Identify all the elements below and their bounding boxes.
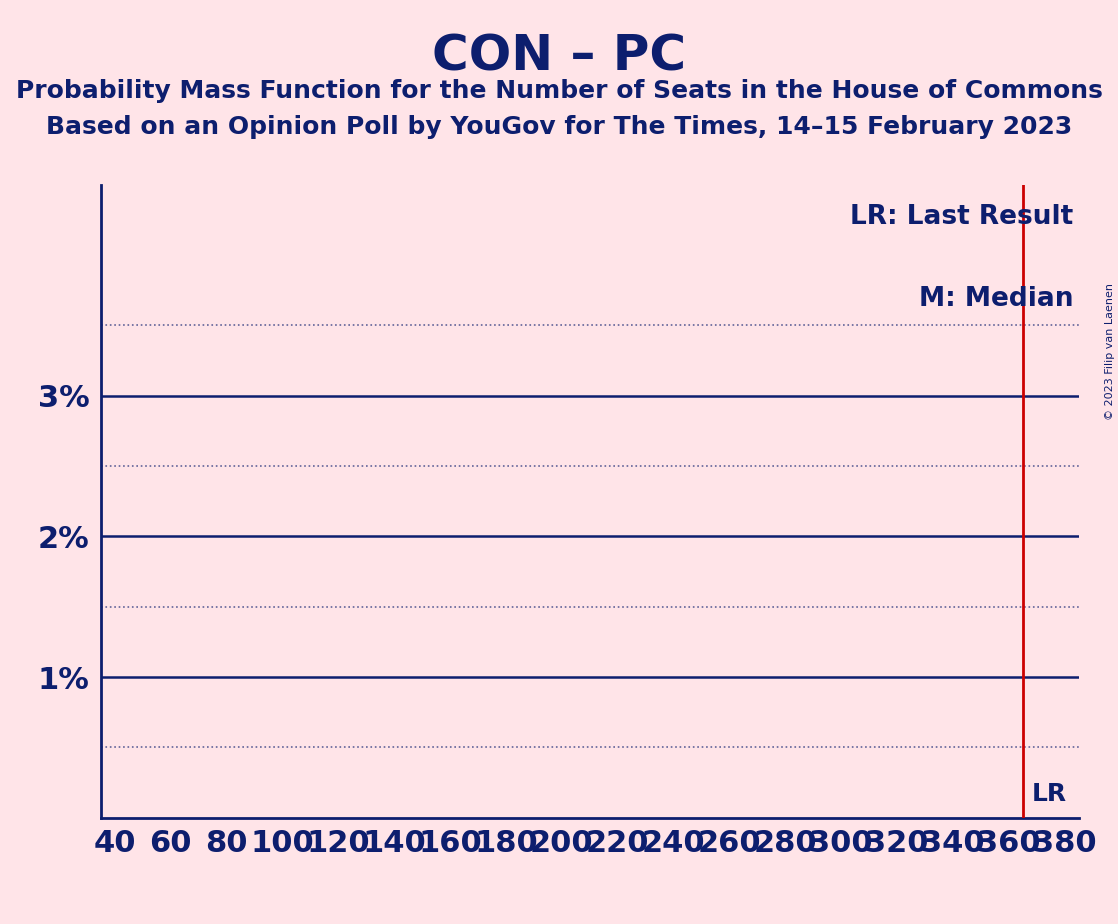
Text: Probability Mass Function for the Number of Seats in the House of Commons: Probability Mass Function for the Number… bbox=[16, 79, 1102, 103]
Text: M: Median: M: Median bbox=[919, 286, 1073, 312]
Text: CON – PC: CON – PC bbox=[432, 32, 686, 80]
Text: LR: LR bbox=[1031, 783, 1067, 807]
Text: © 2023 Filip van Laenen: © 2023 Filip van Laenen bbox=[1106, 283, 1115, 419]
Text: LR: Last Result: LR: Last Result bbox=[850, 204, 1073, 230]
Text: Based on an Opinion Poll by YouGov for The Times, 14–15 February 2023: Based on an Opinion Poll by YouGov for T… bbox=[46, 115, 1072, 139]
